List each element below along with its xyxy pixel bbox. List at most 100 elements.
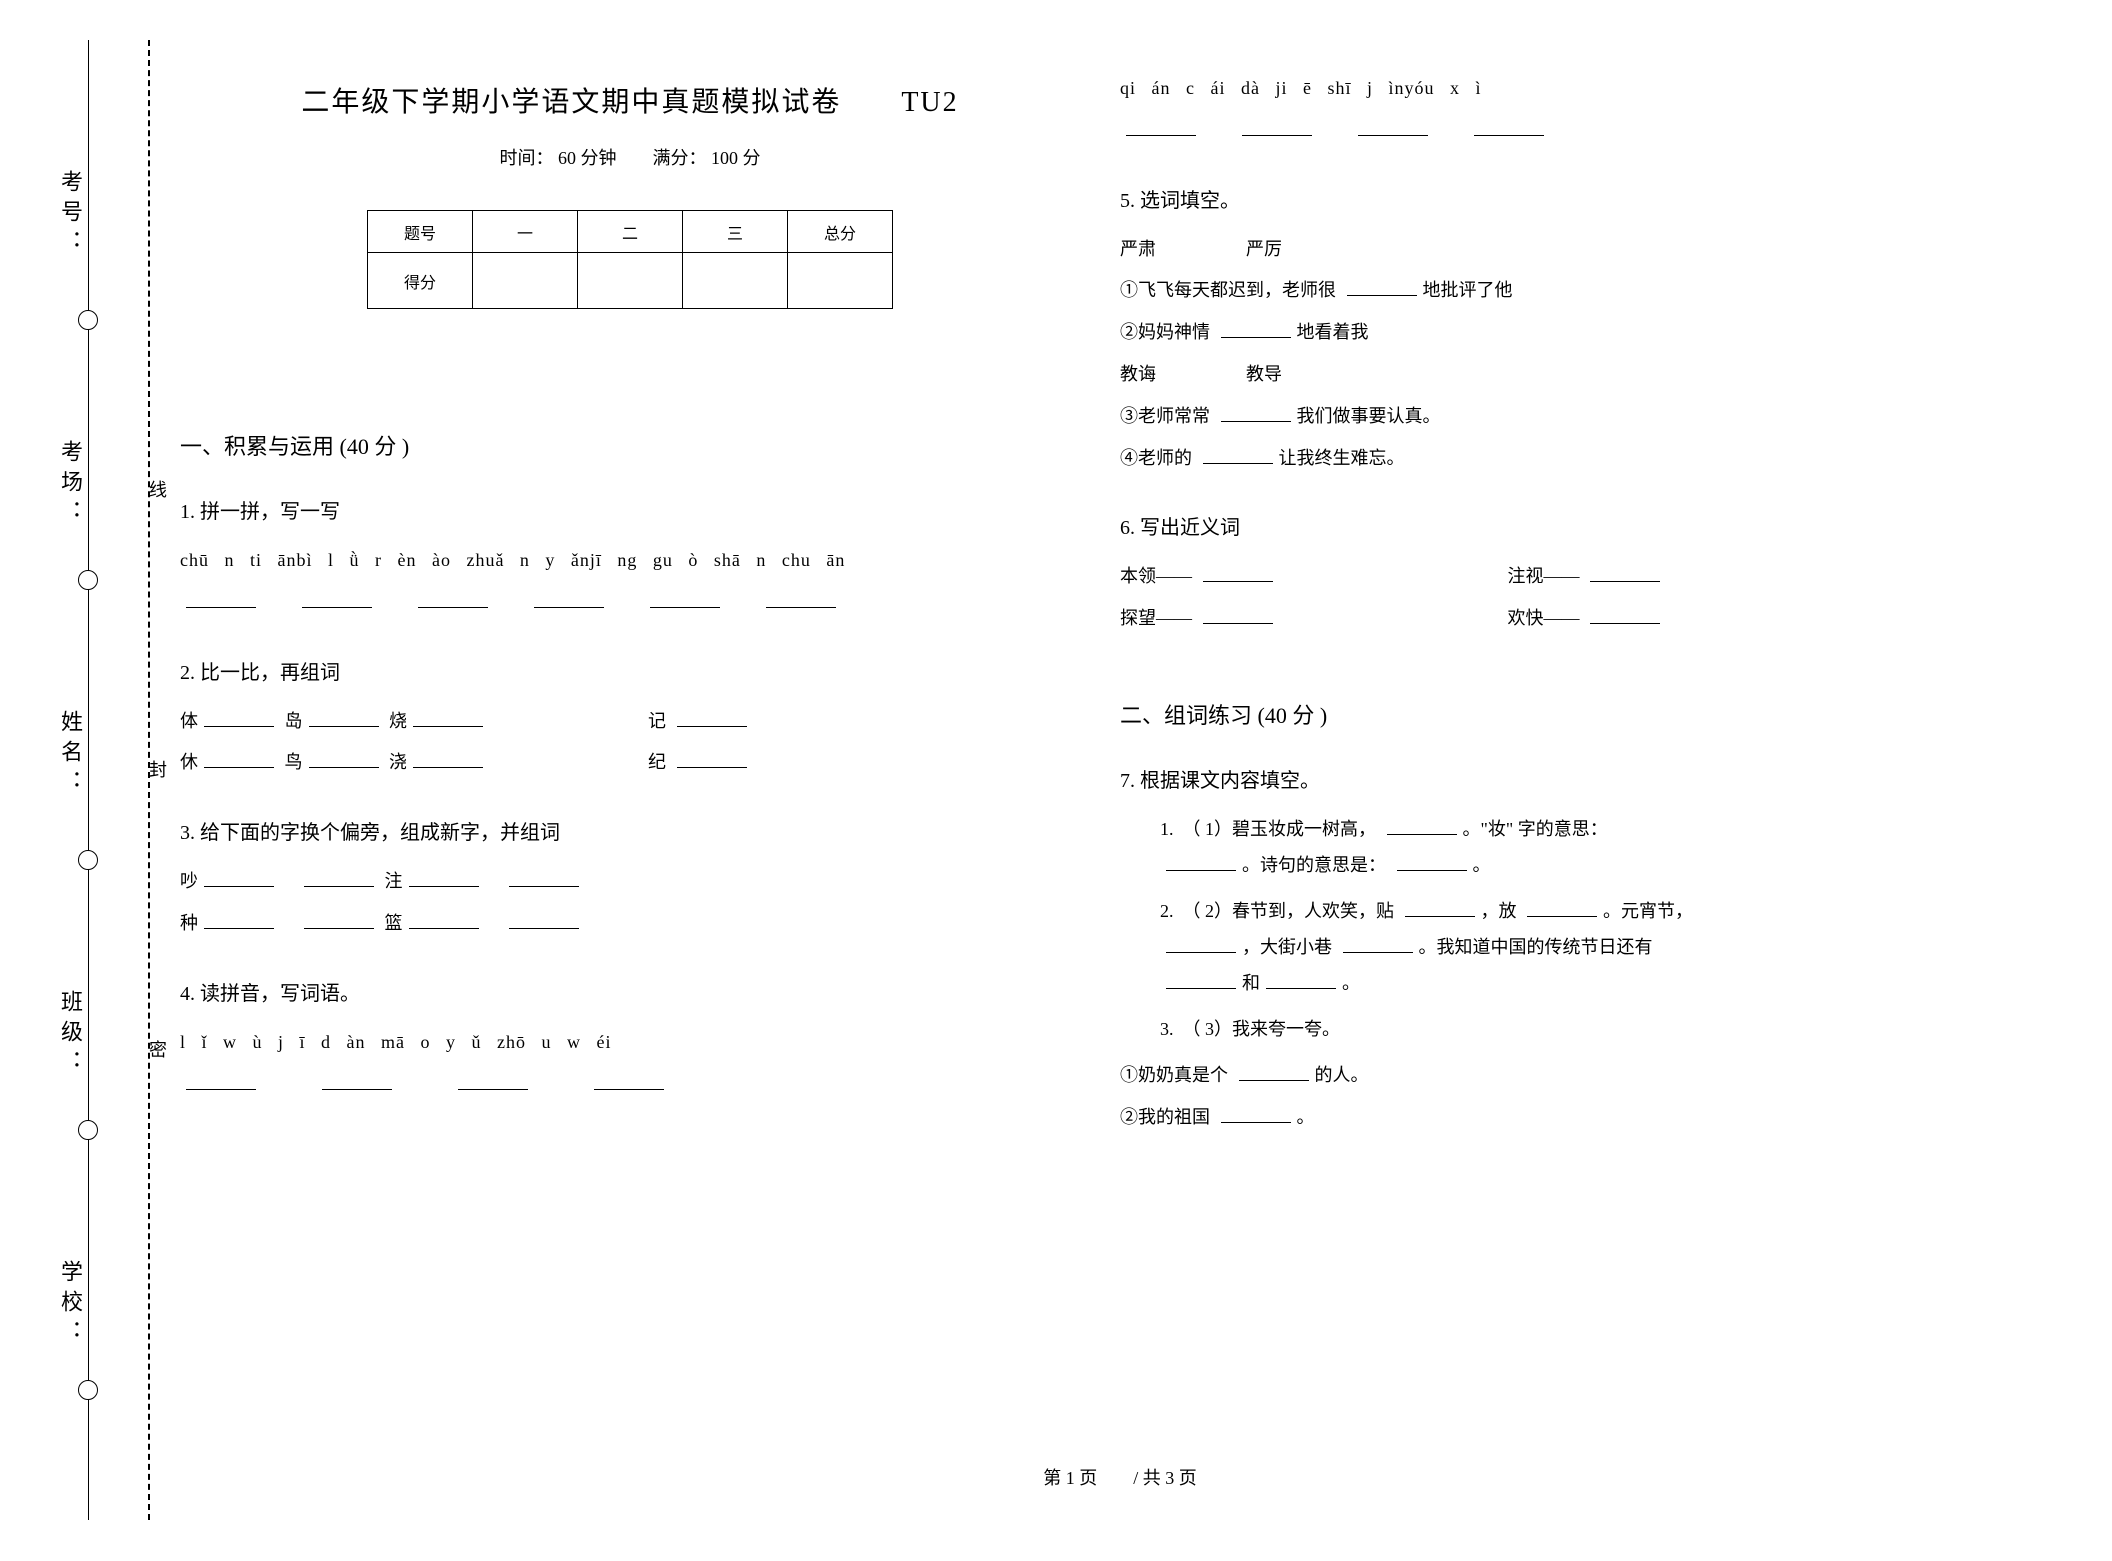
dash-label-mi: 密 [144, 1040, 170, 1060]
q5-text: ①飞飞每天都迟到，老师很 [1120, 280, 1341, 300]
q3-line2: 种 篮 [180, 905, 1080, 943]
q6-text: 欢快—— [1508, 608, 1585, 628]
q1-title: 1. 拼一拼，写一写 [180, 495, 1080, 524]
q5-text: 地看着我 [1297, 322, 1369, 342]
q2-char: 体 [180, 711, 198, 731]
binding-circle [78, 1120, 98, 1140]
q6-text: 本领—— [1120, 566, 1197, 586]
q1-pinyin: chū n ti ānbì l ǜ r èn ào zhuǎ n y ǎnjī … [180, 542, 1080, 580]
q4-blanks1 [180, 1066, 1080, 1104]
binding-label-room: 考场： [54, 440, 86, 530]
q7-title: 7. 根据课文内容填空。 [1120, 764, 2020, 793]
q2-char: 记 [648, 711, 666, 731]
page-content: 二年级下学期小学语文期中真题模拟试卷 TU2 时间： 60 分钟 满分： 100… [180, 60, 2060, 1500]
q7-text: 。 [1342, 973, 1360, 993]
q4-title: 4. 读拼音，写词语。 [180, 977, 1080, 1006]
binding-dashed-line [148, 40, 150, 1520]
q3-char: 注 [385, 871, 403, 891]
q7-line6: ②我的祖国 。 [1120, 1099, 2020, 1137]
td-cell [683, 253, 788, 309]
binding-label-school: 学校： [54, 1260, 86, 1350]
section-2-title: 二、组词练习 (40 分 ) [1120, 698, 2020, 730]
q5-pair2: 教诲 教导 [1120, 356, 2020, 394]
q5-text: 让我终生难忘。 [1279, 448, 1405, 468]
q5-text: 我们做事要认真。 [1297, 406, 1441, 426]
th-col: 二 [578, 211, 683, 253]
q2-line1: 体 岛 烧 记 [180, 703, 1080, 741]
q7-text: 。 [1473, 855, 1491, 875]
td-cell [578, 253, 683, 309]
page-footer: 第 1 页 / 共 3 页 [180, 1464, 2060, 1490]
binding-strip: 考号： 考场： 姓名： 班级： 学校： 线 封 密 [60, 40, 150, 1520]
exam-title: 二年级下学期小学语文期中真题模拟试卷 TU2 [180, 80, 1080, 120]
q3-title: 3. 给下面的字换个偏旁，组成新字，并组词 [180, 816, 1080, 845]
q5-text: ②妈妈神情 [1120, 322, 1215, 342]
right-column: qi án c ái dà ji ē shī j ìnyóu x ì 5. 选词… [1120, 60, 2020, 1141]
q2-title: 2. 比一比，再组词 [180, 656, 1080, 685]
binding-circle [78, 310, 98, 330]
th-col: 一 [473, 211, 578, 253]
q6-text: 探望—— [1120, 608, 1197, 628]
q5-pair1: 严肃 严厉 [1120, 231, 2020, 269]
th-col: 总分 [788, 211, 893, 253]
q7-item1: 1. （ 1）碧玉妆成一树高， 。"妆" 字的意思： 。诗句的意思是： 。 [1160, 811, 2020, 883]
q7-text: 。元宵节， [1603, 901, 1693, 921]
q7-text: 。我知道中国的传统节日还有 [1419, 937, 1653, 957]
binding-label-examno: 考号： [54, 170, 86, 260]
q7-list: 1. （ 1）碧玉妆成一树高， 。"妆" 字的意思： 。诗句的意思是： 。 2.… [1120, 811, 2020, 1047]
q3-char: 篮 [385, 913, 403, 933]
score-table: 题号 一 二 三 总分 得分 [367, 210, 893, 309]
q7-item2: 2. （ 2）春节到，人欢笑，贴 ，放 。元宵节， ，大街小巷 。我知道中国的传… [1160, 893, 2020, 1001]
q5-line4: ④老师的 让我终生难忘。 [1120, 440, 2020, 478]
q2-line2: 休 鸟 浇 纪 [180, 744, 1080, 782]
q7-text: ，放 [1481, 901, 1522, 921]
binding-circle [78, 850, 98, 870]
q5-line3: ③老师常常 我们做事要认真。 [1120, 398, 2020, 436]
q3-line1: 吵 注 [180, 863, 1080, 901]
q7-text: 和 [1242, 973, 1260, 993]
q2-char: 岛 [285, 711, 303, 731]
section-1-title: 一、积累与运用 (40 分 ) [180, 429, 1080, 461]
q6-text: 注视—— [1508, 566, 1585, 586]
q5-title: 5. 选词填空。 [1120, 184, 2020, 213]
exam-subtitle: 时间： 60 分钟 满分： 100 分 [180, 144, 1080, 170]
q5-text: 地批评了他 [1423, 280, 1513, 300]
th-col: 题号 [368, 211, 473, 253]
binding-solid-line [88, 40, 89, 1520]
q2-char: 休 [180, 752, 198, 772]
binding-label-class: 班级： [54, 990, 86, 1080]
q5-line1: ①飞飞每天都迟到，老师很 地批评了他 [1120, 272, 2020, 310]
binding-label-name: 姓名： [54, 710, 86, 800]
binding-circle [78, 1380, 98, 1400]
q7-text: 的人。 [1315, 1065, 1369, 1085]
td-label: 得分 [368, 253, 473, 309]
left-column: 二年级下学期小学语文期中真题模拟试卷 TU2 时间： 60 分钟 满分： 100… [180, 60, 1080, 1107]
q3-char: 种 [180, 913, 198, 933]
q4-pinyin1: l ǐ w ù j ī d àn mā o y ǔ zhō u w éi [180, 1024, 1080, 1062]
q6-title: 6. 写出近义词 [1120, 511, 2020, 540]
table-row: 得分 [368, 253, 893, 309]
q7-line5: ①奶奶真是个 的人。 [1120, 1057, 2020, 1095]
td-cell [473, 253, 578, 309]
q4-pinyin2: qi án c ái dà ji ē shī j ìnyóu x ì [1120, 70, 2020, 108]
td-cell [788, 253, 893, 309]
q7-text: ②我的祖国 [1120, 1107, 1215, 1127]
q5-text: ④老师的 [1120, 448, 1197, 468]
q5-line2: ②妈妈神情 地看着我 [1120, 314, 2020, 352]
dash-label-xian: 线 [144, 480, 170, 500]
table-row: 题号 一 二 三 总分 [368, 211, 893, 253]
q7-text: 。 [1297, 1107, 1315, 1127]
th-col: 三 [683, 211, 788, 253]
q6-line1: 本领—— 注视—— [1120, 558, 2020, 596]
q2-char: 烧 [389, 711, 407, 731]
q3-char: 吵 [180, 871, 198, 891]
q2-char: 纪 [648, 752, 666, 772]
q7-item3: 3. （ 3）我来夸一夸。 [1160, 1011, 2020, 1047]
q7-text: 。诗句的意思是： [1242, 855, 1391, 875]
binding-circle [78, 570, 98, 590]
q7-text: 2. （ 2）春节到，人欢笑，贴 [1160, 901, 1399, 921]
q5-text: ③老师常常 [1120, 406, 1215, 426]
dash-label-feng: 封 [144, 760, 170, 780]
q2-char: 浇 [389, 752, 407, 772]
q6-line2: 探望—— 欢快—— [1120, 600, 2020, 638]
